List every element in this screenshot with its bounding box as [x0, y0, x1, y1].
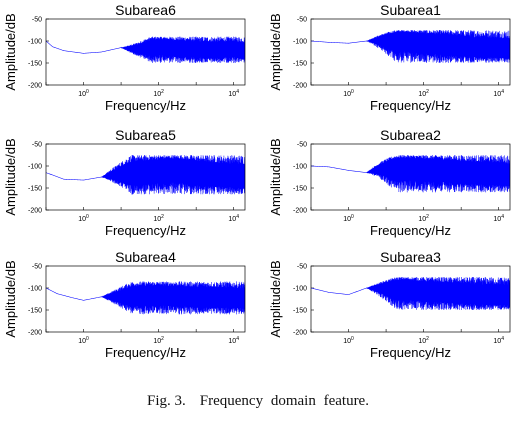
series-trace [46, 281, 245, 314]
y-tick-label: -150 [28, 308, 42, 315]
y-tick-label: -150 [28, 186, 42, 193]
series-trace [46, 155, 245, 195]
series-trace [46, 37, 245, 63]
series-trace [311, 30, 510, 63]
y-tick-label: -100 [28, 39, 42, 46]
figure-caption: Fig. 3. Frequency domain feature. [0, 393, 516, 410]
chart-panel: Subarea2 Frequency/Hz Amplitude/dB -50 -100 -… [268, 127, 510, 238]
x-axis-label: Frequency/Hz [105, 223, 186, 238]
x-axis-label: Frequency/Hz [105, 345, 186, 360]
y-axis-label: Amplitude/dB [268, 13, 283, 90]
y-tick-label: -200 [293, 83, 307, 90]
x-axis-label: Frequency/Hz [105, 98, 186, 113]
x-tick-label: 104 [493, 89, 504, 98]
chart-panel: Subarea4 Frequency/Hz Amplitude/dB -50 -100 -… [3, 249, 245, 360]
y-tick-label: -150 [28, 61, 42, 68]
y-tick-label: -50 [297, 264, 307, 271]
chart-panel: Subarea3 Frequency/Hz Amplitude/dB -50 -100 -… [268, 249, 510, 360]
y-tick-label: -50 [32, 264, 42, 271]
x-tick-label: 104 [228, 89, 239, 98]
x-tick-label: 104 [228, 214, 239, 223]
chart-title: Subarea5 [115, 127, 176, 143]
series-trace [311, 155, 510, 192]
x-tick-label: 104 [228, 336, 239, 345]
x-tick-label: 100 [343, 89, 354, 98]
caption-text: Frequency domain feature. [200, 393, 369, 409]
x-tick-label: 100 [343, 336, 354, 345]
chart-title: Subarea2 [380, 127, 441, 143]
x-axis-label: Frequency/Hz [370, 345, 451, 360]
chart-title: Subarea6 [115, 2, 176, 18]
y-axis-label: Amplitude/dB [268, 138, 283, 215]
y-axis-label: Amplitude/dB [3, 138, 18, 215]
y-tick-label: -50 [32, 17, 42, 24]
x-axis-label: Frequency/Hz [370, 223, 451, 238]
y-tick-label: -50 [32, 142, 42, 149]
series-trace [311, 277, 510, 310]
x-axis-label: Frequency/Hz [370, 98, 451, 113]
caption-number: Fig. 3. [147, 393, 186, 409]
y-tick-label: -150 [293, 308, 307, 315]
x-tick-label: 102 [418, 214, 429, 223]
y-axis-label: Amplitude/dB [3, 260, 18, 337]
x-tick-label: 102 [153, 89, 164, 98]
chart-title: Subarea3 [380, 249, 441, 265]
y-tick-label: -100 [293, 286, 307, 293]
y-axis-label: Amplitude/dB [3, 13, 18, 90]
y-tick-label: -200 [28, 83, 42, 90]
x-tick-label: 102 [153, 214, 164, 223]
y-tick-label: -100 [28, 286, 42, 293]
y-axis-label: Amplitude/dB [268, 260, 283, 337]
x-tick-label: 100 [78, 214, 89, 223]
x-tick-label: 104 [493, 336, 504, 345]
y-tick-label: -50 [297, 17, 307, 24]
y-tick-label: -200 [293, 208, 307, 215]
chart-panel: Subarea1 Frequency/Hz Amplitude/dB -50 -100 -… [268, 2, 510, 113]
x-tick-label: 104 [493, 214, 504, 223]
y-tick-label: -50 [297, 142, 307, 149]
y-tick-label: -100 [293, 39, 307, 46]
y-tick-label: -200 [28, 208, 42, 215]
chart-panel: Subarea5 Frequency/Hz Amplitude/dB -50 -100 -… [3, 127, 245, 238]
y-tick-label: -100 [28, 164, 42, 171]
y-tick-label: -150 [293, 61, 307, 68]
x-tick-label: 100 [343, 214, 354, 223]
y-tick-label: -150 [293, 186, 307, 193]
x-tick-label: 102 [418, 89, 429, 98]
y-tick-label: -200 [293, 330, 307, 337]
x-tick-label: 100 [78, 336, 89, 345]
y-tick-label: -100 [293, 164, 307, 171]
x-tick-label: 102 [153, 336, 164, 345]
x-tick-label: 102 [418, 336, 429, 345]
x-tick-label: 100 [78, 89, 89, 98]
chart-title: Subarea4 [115, 249, 176, 265]
y-tick-label: -200 [28, 330, 42, 337]
chart-title: Subarea1 [380, 2, 441, 18]
chart-panel: Subarea6 Frequency/Hz Amplitude/dB -50 -100 -… [3, 2, 245, 113]
